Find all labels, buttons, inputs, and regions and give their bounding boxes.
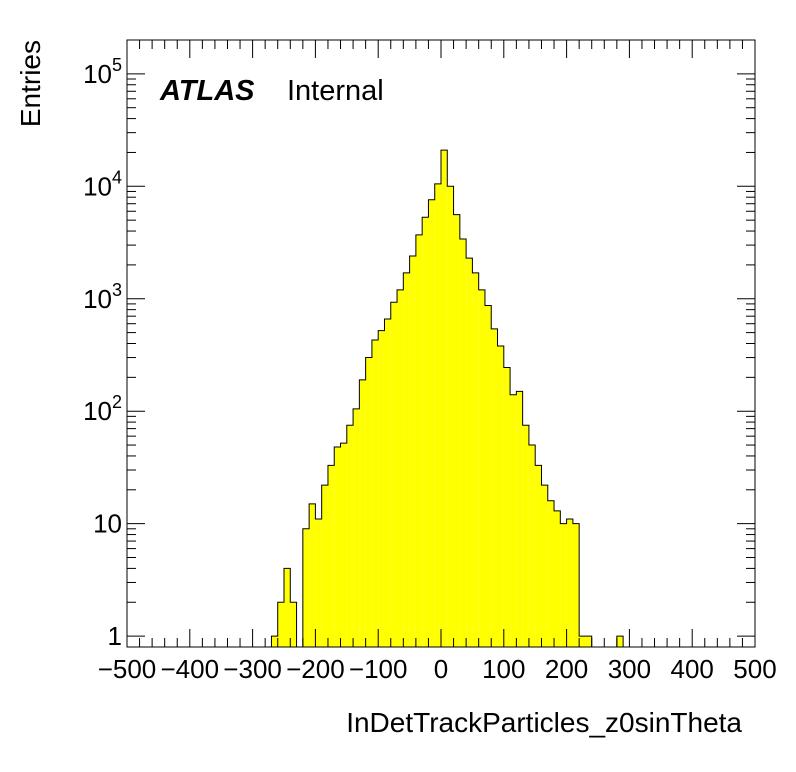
histogram-bar <box>422 217 429 647</box>
histogram-bar <box>340 443 347 647</box>
histogram-bar <box>441 150 448 647</box>
histogram-bar <box>390 302 398 647</box>
histogram-bar <box>554 510 561 647</box>
histogram-bar <box>378 330 385 647</box>
histogram-bar <box>510 394 517 647</box>
histogram-bar <box>572 523 580 647</box>
x-tick-label: 200 <box>545 654 588 684</box>
x-tick-label: −300 <box>223 654 282 684</box>
internal-label: Internal <box>287 75 384 107</box>
histogram-bar <box>271 636 278 647</box>
histogram-bar <box>346 425 354 647</box>
histogram-bar <box>528 445 536 647</box>
histogram-bar <box>522 425 529 647</box>
histogram-bar <box>585 636 592 647</box>
histogram-bar <box>616 636 624 647</box>
histogram-bars <box>270 149 624 648</box>
histogram-bar <box>459 238 467 647</box>
histogram-bar <box>503 367 511 647</box>
histogram-bar <box>547 500 555 647</box>
x-axis-title: InDetTrackParticles_z0sinTheta <box>346 707 742 738</box>
histogram-bar <box>353 408 360 647</box>
histogram-bar <box>516 391 523 647</box>
x-tick-label: −400 <box>161 654 220 684</box>
histogram-bar <box>541 485 548 647</box>
histogram-bar <box>284 568 291 647</box>
histogram-bar <box>447 186 454 648</box>
histogram-bar <box>321 485 328 647</box>
x-tick-label: 500 <box>733 654 776 684</box>
histogram-bar <box>535 465 542 647</box>
histogram-bar <box>277 602 284 647</box>
x-tick-label: 400 <box>671 654 714 684</box>
y-axis-title: Entries <box>15 40 46 127</box>
histogram-bar <box>397 289 404 647</box>
x-tick-label: −100 <box>349 654 408 684</box>
histogram-bar <box>327 465 335 647</box>
x-tick-label: 300 <box>608 654 651 684</box>
x-tick-label: −500 <box>98 654 157 684</box>
histogram-bar <box>579 636 586 647</box>
histogram-bar <box>560 523 567 647</box>
histogram-bar <box>491 328 498 647</box>
histogram-bar <box>428 199 435 647</box>
histogram-bar <box>484 305 492 647</box>
histogram-bar <box>334 447 341 647</box>
histogram-bar <box>472 272 479 647</box>
y-tick-label: 1 <box>108 621 122 651</box>
histogram-bar <box>365 357 372 647</box>
y-tick-labels: 1 10 102 103 104 105 <box>83 55 122 651</box>
y-tick-label: 103 <box>83 280 122 314</box>
x-tick-label: 100 <box>482 654 525 684</box>
histogram-bar <box>290 602 297 647</box>
x-tick-labels: −500 −400 −300 −200 −100 0 100 200 300 400 500 <box>98 654 777 684</box>
y-tick-label: 10 <box>93 509 122 539</box>
histogram-bar <box>478 289 485 647</box>
x-tick-label: 0 <box>434 654 448 684</box>
y-tick-label: 104 <box>83 167 122 201</box>
histogram-bar <box>302 528 310 647</box>
y-tick-label: 102 <box>83 392 122 426</box>
histogram-bar <box>566 518 573 647</box>
axis-ticks <box>126 39 756 647</box>
x-tick-label: −200 <box>286 654 345 684</box>
histogram-bar <box>409 255 416 648</box>
histogram-bar <box>315 518 322 647</box>
histogram-bar <box>403 272 410 647</box>
histogram-bar <box>434 183 441 648</box>
histogram-bar <box>309 503 316 647</box>
histogram-bar <box>371 339 379 647</box>
histogram-bar <box>415 234 423 648</box>
histogram-bar <box>466 258 473 647</box>
histogram-bar <box>453 214 460 647</box>
histogram-bar <box>497 346 504 647</box>
histogram-bar <box>359 379 366 647</box>
y-tick-label: 105 <box>83 55 122 89</box>
atlas-label: ATLAS <box>159 75 255 107</box>
histogram-bar <box>384 319 391 647</box>
